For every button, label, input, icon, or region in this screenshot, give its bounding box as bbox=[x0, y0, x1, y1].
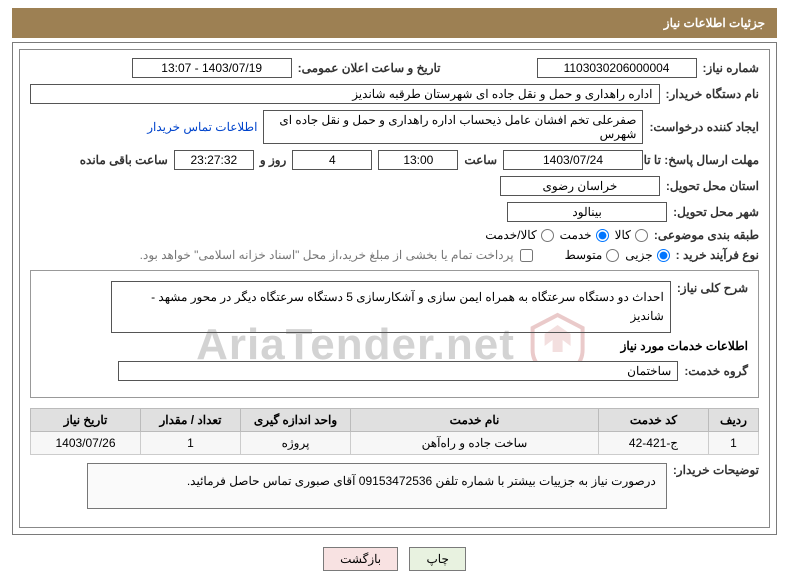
cell-name: ساخت جاده و راه‌آهن bbox=[351, 432, 599, 455]
requester-label: ایجاد کننده درخواست: bbox=[649, 120, 759, 134]
page-title: جزئیات اطلاعات نیاز bbox=[664, 16, 765, 30]
cell-code: ج-421-42 bbox=[599, 432, 709, 455]
buy-type-label: نوع فرآیند خرید : bbox=[676, 248, 759, 262]
city-value: بینالود bbox=[507, 202, 667, 222]
radio-service[interactable] bbox=[596, 229, 609, 242]
buy-medium-radio[interactable]: متوسط bbox=[565, 248, 620, 262]
row-class: طبقه بندی موضوعی: کالا خدمت کالا/خدمت bbox=[30, 228, 759, 242]
class-goods-radio[interactable]: کالا bbox=[615, 228, 648, 242]
general-desc-label: شرح کلی نیاز: bbox=[677, 281, 748, 295]
row-deadline: مهلت ارسال پاسخ: تا تاریخ: 1403/07/24 سا… bbox=[30, 150, 759, 170]
row-buyer-note: توضیحات خریدار: درصورت نیاز به جزییات بی… bbox=[30, 463, 759, 509]
need-section: شرح کلی نیاز: احداث دو دستگاه سرعتگاه به… bbox=[30, 270, 759, 398]
days-and: روز و bbox=[260, 153, 287, 167]
col-row: ردیف bbox=[709, 409, 759, 432]
deadline-time: 13:00 bbox=[378, 150, 458, 170]
pay-note: پرداخت تمام یا بخشی از مبلغ خرید،از محل … bbox=[140, 248, 514, 262]
cell-date: 1403/07/26 bbox=[31, 432, 141, 455]
row-buy-type: نوع فرآیند خرید : جزیی متوسط پرداخت تمام… bbox=[30, 248, 759, 262]
time-label: ساعت bbox=[464, 153, 497, 167]
radio-goodservice[interactable] bbox=[541, 229, 554, 242]
radio-goods[interactable] bbox=[635, 229, 648, 242]
buttons-bar: چاپ بازگشت bbox=[0, 547, 789, 571]
group-label: گروه خدمت: bbox=[684, 364, 748, 378]
col-qty: تعداد / مقدار bbox=[141, 409, 241, 432]
announce-value: 1403/07/19 - 13:07 bbox=[132, 58, 292, 78]
cell-unit: پروژه bbox=[241, 432, 351, 455]
buyer-note-box: درصورت نیاز به جزییات بیشتر با شماره تلف… bbox=[87, 463, 667, 509]
remain-text: ساعت باقی مانده bbox=[80, 153, 168, 167]
col-name: نام خدمت bbox=[351, 409, 599, 432]
col-date: تاریخ نیاز bbox=[31, 409, 141, 432]
row-need-no: شماره نیاز: 1103030206000004 تاریخ و ساع… bbox=[30, 58, 759, 78]
services-table: ردیف کد خدمت نام خدمت واحد اندازه گیری ت… bbox=[30, 408, 759, 455]
city-label: شهر محل تحویل: bbox=[673, 205, 759, 219]
deadline-date: 1403/07/24 bbox=[503, 150, 643, 170]
col-unit: واحد اندازه گیری bbox=[241, 409, 351, 432]
need-no-value: 1103030206000004 bbox=[537, 58, 697, 78]
buyer-org-value: اداره راهداری و حمل و نقل جاده ای شهرستا… bbox=[30, 84, 660, 104]
row-province: استان محل تحویل: خراسان رضوی bbox=[30, 176, 759, 196]
table-header-row: ردیف کد خدمت نام خدمت واحد اندازه گیری ت… bbox=[31, 409, 759, 432]
group-value: ساختمان bbox=[118, 361, 678, 381]
deadline-label: مهلت ارسال پاسخ: تا تاریخ: bbox=[649, 153, 759, 167]
province-label: استان محل تحویل: bbox=[666, 179, 759, 193]
buy-small-radio[interactable]: جزیی bbox=[625, 248, 669, 262]
class-goodservice-radio[interactable]: کالا/خدمت bbox=[485, 228, 553, 242]
print-button[interactable]: چاپ bbox=[409, 547, 465, 571]
contact-link[interactable]: اطلاعات تماس خریدار bbox=[147, 120, 257, 134]
need-no-label: شماره نیاز: bbox=[703, 61, 759, 75]
buy-medium-text: متوسط bbox=[565, 248, 603, 262]
inner-frame: AriaTender.net شماره نیاز: 1103030206000… bbox=[19, 49, 770, 528]
class-goodservice-text: کالا/خدمت bbox=[485, 228, 536, 242]
countdown: 23:27:32 bbox=[174, 150, 254, 170]
page-header: جزئیات اطلاعات نیاز bbox=[12, 8, 777, 38]
back-button[interactable]: بازگشت bbox=[323, 547, 398, 571]
cell-row: 1 bbox=[709, 432, 759, 455]
general-desc-box: احداث دو دستگاه سرعتگاه به همراه ایمن سا… bbox=[111, 281, 671, 333]
announce-label: تاریخ و ساعت اعلان عمومی: bbox=[298, 61, 441, 75]
row-requester: ایجاد کننده درخواست: صفرعلی تخم افشان عا… bbox=[30, 110, 759, 144]
requester-value: صفرعلی تخم افشان عامل ذیحساب اداره راهدا… bbox=[263, 110, 643, 144]
pay-note-checkbox[interactable] bbox=[520, 249, 533, 262]
days-left: 4 bbox=[292, 150, 372, 170]
radio-small[interactable] bbox=[657, 249, 670, 262]
outer-frame: AriaTender.net شماره نیاز: 1103030206000… bbox=[12, 42, 777, 535]
province-value: خراسان رضوی bbox=[500, 176, 660, 196]
buyer-org-label: نام دستگاه خریدار: bbox=[666, 87, 760, 101]
row-buyer-org: نام دستگاه خریدار: اداره راهداری و حمل و… bbox=[30, 84, 759, 104]
radio-medium[interactable] bbox=[606, 249, 619, 262]
class-goods-text: کالا bbox=[615, 228, 631, 242]
buyer-note-label: توضیحات خریدار: bbox=[673, 463, 759, 477]
table-row: 1 ج-421-42 ساخت جاده و راه‌آهن پروژه 1 1… bbox=[31, 432, 759, 455]
class-service-text: خدمت bbox=[560, 228, 592, 242]
info-title: اطلاعات خدمات مورد نیاز bbox=[41, 339, 748, 353]
cell-qty: 1 bbox=[141, 432, 241, 455]
buy-small-text: جزیی bbox=[625, 248, 652, 262]
row-city: شهر محل تحویل: بینالود bbox=[30, 202, 759, 222]
class-service-radio[interactable]: خدمت bbox=[560, 228, 609, 242]
class-label: طبقه بندی موضوعی: bbox=[654, 228, 759, 242]
col-code: کد خدمت bbox=[599, 409, 709, 432]
